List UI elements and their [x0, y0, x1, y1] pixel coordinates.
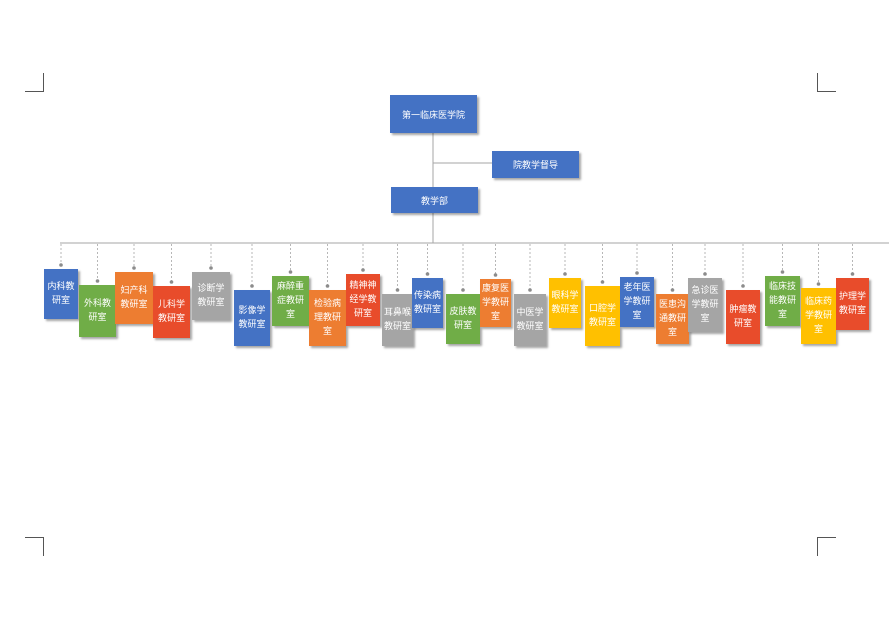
unit-node[interactable]: 护理学教研室	[836, 278, 869, 330]
unit-connector-dot	[132, 266, 136, 270]
unit-connector-dot	[703, 272, 707, 276]
unit-connector-dot	[59, 263, 63, 267]
unit-node[interactable]: 影像学教研室	[234, 290, 270, 346]
unit-node[interactable]: 麻醉重症教研室	[272, 276, 309, 326]
advisor-node[interactable]: 院教学督导	[492, 151, 579, 178]
unit-connector-dot	[209, 266, 213, 270]
unit-node[interactable]: 内科教研室	[44, 269, 78, 319]
crop-mark-bottom-right	[817, 537, 836, 556]
unit-node[interactable]: 急诊医学教研室	[688, 278, 722, 332]
unit-node[interactable]: 诊断学教研室	[192, 272, 230, 320]
unit-connector-dot	[780, 270, 785, 274]
unit-node[interactable]: 临床药学教研室	[801, 288, 836, 344]
unit-node[interactable]: 康复医学教研室	[480, 279, 511, 327]
unit-node[interactable]: 皮肤教研室	[446, 294, 480, 344]
unit-node[interactable]: 眼科学教研室	[549, 278, 581, 328]
unit-connector-dot	[325, 284, 330, 288]
unit-connector-dot	[361, 268, 365, 272]
unit-connector-dot	[670, 288, 675, 292]
unit-node[interactable]: 精神神经学教研室	[346, 274, 380, 326]
unit-connector-dot	[95, 279, 100, 283]
unit-connector-dot	[250, 284, 254, 288]
unit-connector-dot	[741, 284, 745, 288]
crop-mark-top-left	[25, 73, 44, 92]
unit-connector-dot	[850, 272, 855, 276]
crop-mark-top-right	[817, 73, 836, 92]
unit-node[interactable]: 中医学教研室	[514, 294, 546, 346]
unit-connector-dot	[288, 270, 293, 274]
unit-connector-dot	[816, 282, 821, 286]
unit-node[interactable]: 耳鼻喉教研室	[382, 294, 413, 346]
dept-node[interactable]: 教学部	[391, 187, 478, 213]
unit-connector-dot	[563, 272, 567, 276]
unit-node[interactable]: 儿科学教研室	[153, 286, 190, 338]
unit-node[interactable]: 老年医学教研室	[620, 277, 654, 327]
unit-node[interactable]: 传染病教研室	[412, 278, 443, 328]
unit-connector-dot	[425, 272, 430, 276]
unit-node[interactable]: 外科教研室	[79, 285, 116, 337]
unit-connector-dot	[600, 280, 605, 284]
unit-node[interactable]: 肿瘤教研室	[726, 290, 760, 344]
unit-node[interactable]: 临床技能教研室	[765, 276, 800, 326]
unit-connector-dot	[169, 280, 174, 284]
root-node[interactable]: 第一临床医学院	[390, 95, 477, 133]
unit-connector-dot	[395, 288, 400, 292]
unit-connector-dot	[461, 288, 465, 292]
unit-node[interactable]: 口腔学教研室	[585, 286, 620, 346]
unit-connector-dot	[528, 288, 532, 292]
unit-connector-dot	[493, 273, 498, 277]
unit-node[interactable]: 检验病理教研室	[309, 290, 346, 346]
crop-mark-bottom-left	[25, 537, 44, 556]
unit-connector-dot	[635, 271, 639, 275]
unit-node[interactable]: 医患沟通教研室	[656, 294, 689, 344]
unit-node[interactable]: 妇产科教研室	[115, 272, 153, 324]
